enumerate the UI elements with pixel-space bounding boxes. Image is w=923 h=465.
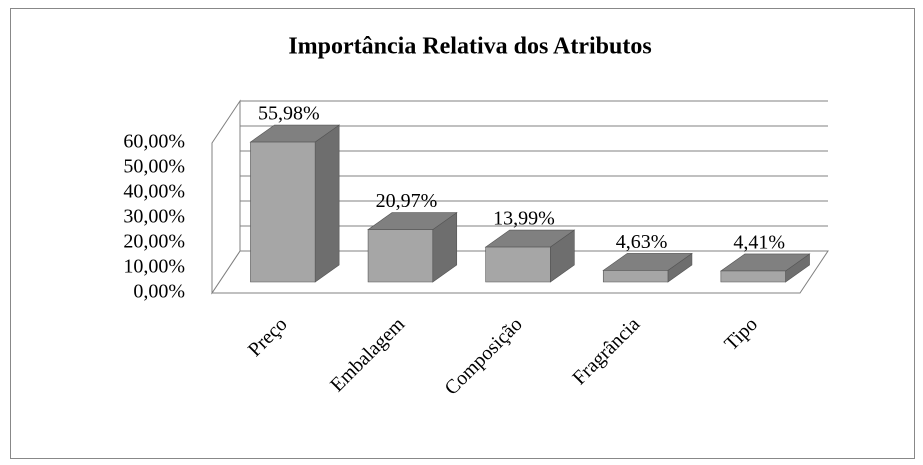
bar-front — [602, 270, 669, 283]
y-tick-label: 10,00% — [123, 256, 185, 278]
bar — [602, 252, 693, 283]
bar — [367, 211, 458, 283]
bar-front — [720, 270, 786, 283]
y-tick-label: 40,00% — [123, 181, 185, 203]
y-tick-label: 0,00% — [133, 281, 185, 303]
bar — [719, 253, 811, 283]
value-label: 4,63% — [616, 231, 668, 253]
value-label: 13,99% — [493, 208, 555, 230]
y-tick-label: 30,00% — [123, 206, 185, 228]
bar-front — [485, 246, 551, 283]
chart-title: Importância Relativa dos Atributos — [288, 34, 651, 60]
bar — [249, 124, 341, 283]
y-tick-label: 50,00% — [123, 156, 185, 178]
y-tick-label: 20,00% — [123, 231, 185, 253]
bar-front — [367, 229, 434, 283]
chart-border — [10, 8, 915, 459]
value-label: 20,97% — [376, 190, 438, 212]
value-label: 55,98% — [258, 103, 320, 125]
bar-side — [314, 124, 340, 283]
y-tick-label: 60,00% — [123, 131, 185, 153]
bar — [484, 229, 576, 283]
bar-front — [250, 141, 316, 283]
value-label: 4,41% — [733, 232, 785, 254]
